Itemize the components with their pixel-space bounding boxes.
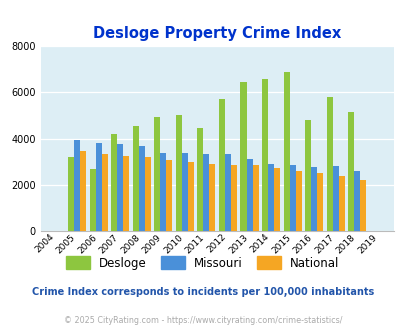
Bar (166, 160, 172, 231)
Bar (123, 156, 129, 231)
Bar (90, 169, 96, 231)
Bar (347, 112, 353, 231)
Bar (209, 164, 215, 231)
Bar (145, 157, 151, 231)
Bar (203, 154, 209, 231)
Bar (326, 97, 332, 231)
Bar (102, 154, 108, 231)
Bar (80, 151, 86, 231)
Bar (224, 154, 230, 231)
Bar (154, 116, 160, 231)
Bar (96, 143, 102, 231)
Bar (304, 120, 310, 231)
Bar (132, 126, 139, 231)
Text: © 2025 CityRating.com - https://www.cityrating.com/crime-statistics/: © 2025 CityRating.com - https://www.city… (64, 315, 341, 325)
Bar (316, 174, 322, 231)
Bar (230, 165, 237, 231)
Bar (283, 72, 289, 231)
Bar (139, 146, 145, 231)
Bar (252, 165, 258, 231)
Bar (338, 176, 344, 231)
Legend: Desloge, Missouri, National: Desloge, Missouri, National (62, 252, 343, 274)
Bar (117, 144, 123, 231)
Bar (261, 79, 267, 231)
Bar (353, 171, 359, 231)
Bar (240, 82, 246, 231)
Bar (295, 171, 301, 231)
Bar (74, 140, 80, 231)
Bar (289, 165, 295, 231)
Bar (359, 180, 365, 231)
Bar (111, 134, 117, 231)
Title: Desloge Property Crime Index: Desloge Property Crime Index (93, 26, 341, 41)
Bar (246, 159, 252, 231)
Bar (181, 153, 188, 231)
Text: Crime Index corresponds to incidents per 100,000 inhabitants: Crime Index corresponds to incidents per… (32, 287, 373, 297)
Bar (267, 164, 273, 231)
Bar (188, 162, 194, 231)
Bar (197, 127, 203, 231)
Bar (218, 99, 224, 231)
Bar (160, 153, 166, 231)
Bar (332, 166, 338, 231)
Bar (175, 115, 181, 231)
Bar (310, 167, 316, 231)
Bar (68, 157, 74, 231)
Bar (273, 168, 279, 231)
